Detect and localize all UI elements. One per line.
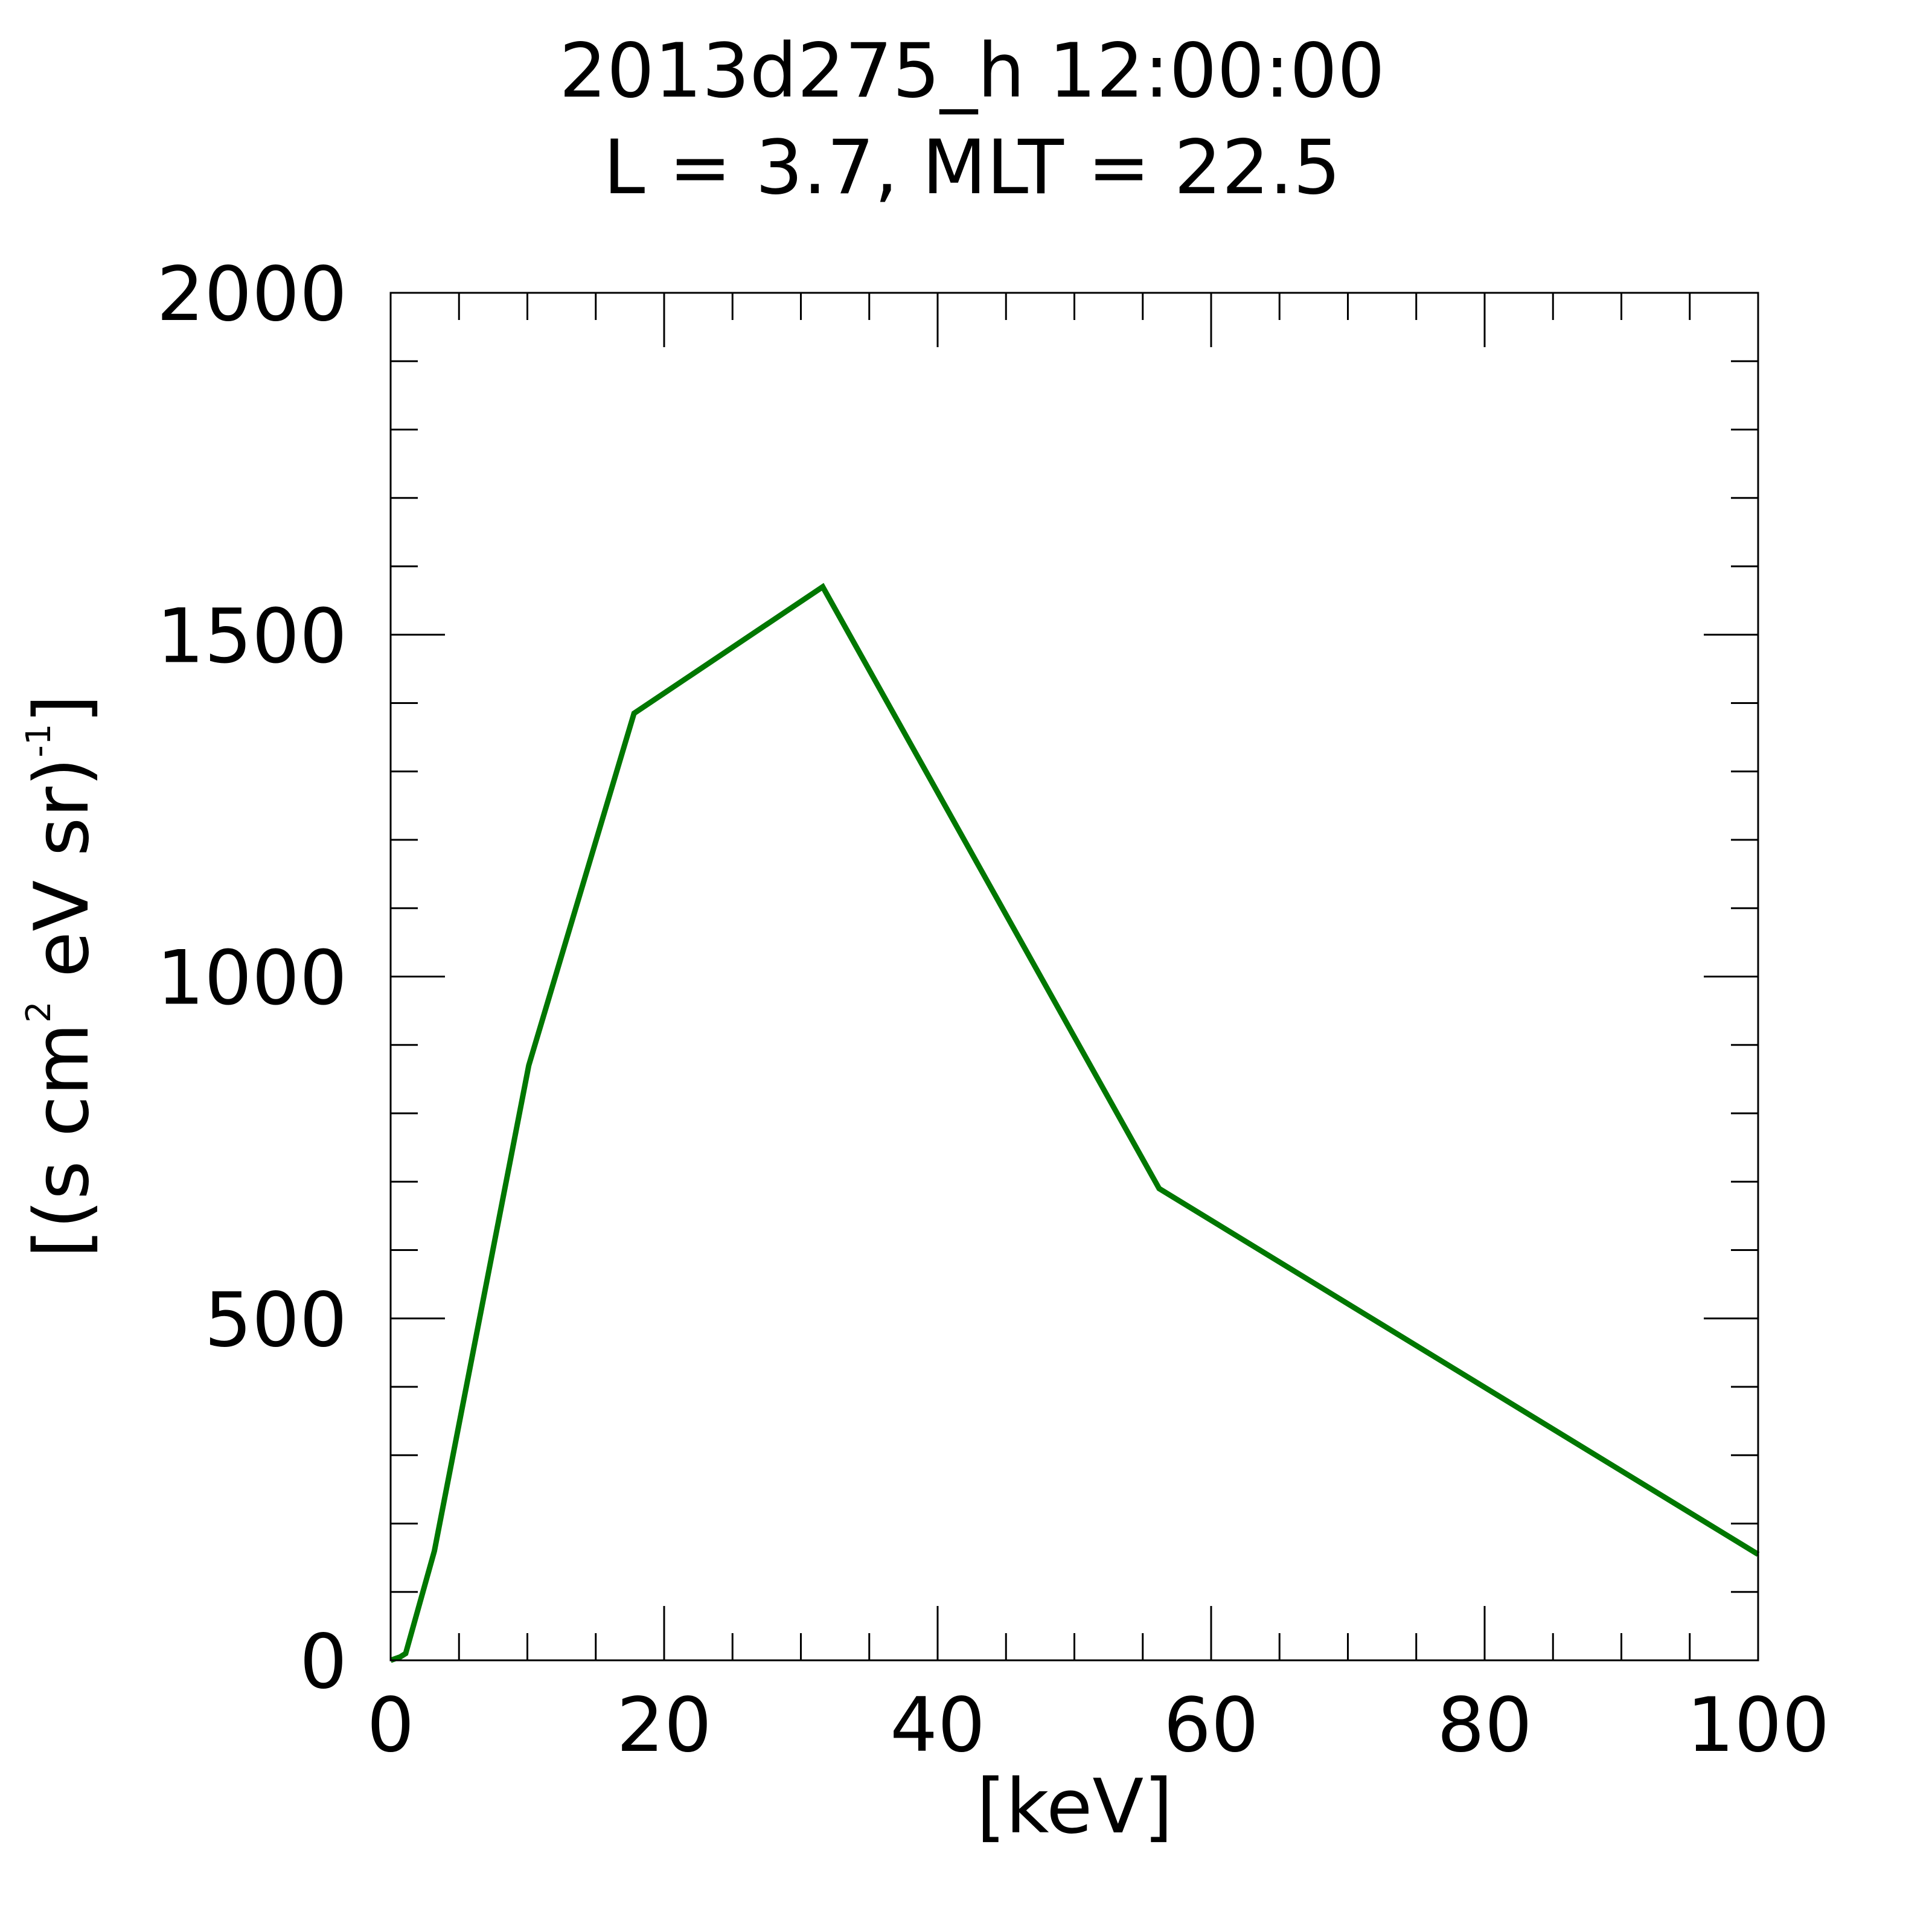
y-axis-label-sup2: -1: [19, 724, 59, 758]
x-tick-label: 40: [890, 1682, 985, 1769]
x-tick-label: 0: [367, 1682, 415, 1769]
x-tick-label: 100: [1687, 1682, 1830, 1769]
plot-frame: [389, 292, 1759, 1662]
x-axis-label: [keV]: [976, 1764, 1172, 1850]
x-tick-label: 80: [1437, 1682, 1532, 1769]
y-tick-label: 500: [204, 1277, 347, 1364]
x-tick-label: 20: [616, 1682, 712, 1769]
y-tick-label: 1500: [156, 593, 347, 680]
x-tick-label: 60: [1163, 1682, 1259, 1769]
series-line: [389, 583, 1760, 1663]
y-axis-label-part1: [(s cm: [19, 1023, 106, 1258]
chart-title-line-2: L = 3.7, MLT = 22.5: [603, 124, 1340, 211]
y-tick-labels: 0 500 1000 1500 2000: [156, 251, 347, 1706]
y-tick-label: 1000: [156, 935, 347, 1022]
axis-ticks: [389, 292, 1759, 1662]
y-axis-label-part3: ]: [19, 694, 106, 723]
x-tick-labels: 0 20 40 60 80 100: [367, 1682, 1830, 1769]
y-tick-label: 0: [299, 1619, 347, 1706]
y-axis-label-sup1: 2: [19, 1001, 59, 1023]
y-axis-label: [(s cm2 eV sr)-1]: [19, 694, 106, 1258]
y-tick-label: 2000: [156, 251, 347, 338]
chart-title-line-1: 2013d275_h 12:00:00: [559, 28, 1385, 115]
y-axis-label-part2: eV sr): [19, 757, 106, 1001]
